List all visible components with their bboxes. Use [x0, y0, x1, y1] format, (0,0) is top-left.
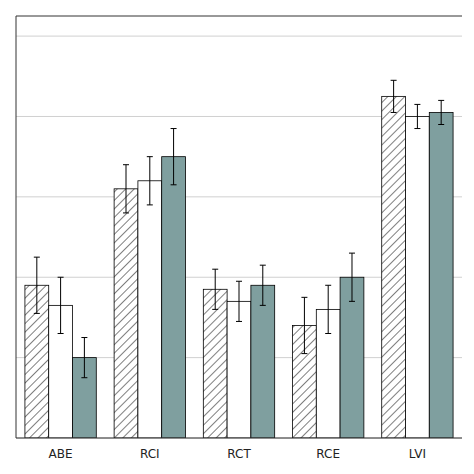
- x-tick-label: RCE: [316, 447, 340, 461]
- axes: ABE RCI RCT RCE LVI: [16, 16, 462, 461]
- error-bar: [58, 277, 64, 333]
- bar: [227, 301, 251, 438]
- error-bar: [301, 297, 307, 353]
- error-bar: [34, 257, 40, 313]
- x-tick-label: RCT: [227, 447, 251, 461]
- grid: [16, 36, 462, 438]
- grid-line: [16, 438, 462, 439]
- bar: [429, 112, 453, 438]
- error-bar: [147, 157, 153, 205]
- bar: [251, 285, 275, 438]
- error-bar: [414, 104, 420, 128]
- x-tick-label: ABE: [49, 447, 73, 461]
- error-bar: [325, 285, 331, 333]
- x-tick-label: RCI: [140, 447, 160, 461]
- error-bar: [81, 338, 87, 378]
- bar: [114, 189, 138, 438]
- top-frame-line: [16, 16, 462, 17]
- error-bar: [260, 265, 266, 305]
- bar: [162, 157, 186, 438]
- y-axis-line: [16, 16, 17, 438]
- bar: [340, 277, 364, 438]
- bar-hatch: [203, 289, 227, 438]
- error-bar: [212, 269, 218, 309]
- error-bar: [438, 100, 444, 124]
- bars: [25, 80, 453, 438]
- chart-container: ABE RCI RCT RCE LVI: [0, 0, 474, 474]
- error-bar: [123, 165, 129, 213]
- grid-line: [16, 36, 462, 37]
- bar: [203, 289, 227, 438]
- bar: [138, 181, 162, 438]
- bar: [382, 96, 406, 438]
- error-bar: [236, 281, 242, 321]
- error-bar: [391, 80, 397, 112]
- chart-svg: ABE RCI RCT RCE LVI: [0, 0, 474, 474]
- x-tick-label: LVI: [409, 447, 426, 461]
- bar-hatch: [114, 189, 138, 438]
- error-bar: [349, 253, 355, 301]
- bar: [406, 116, 430, 438]
- x-axis-line: [16, 438, 462, 439]
- error-bar: [171, 129, 177, 185]
- bar-hatch: [382, 96, 406, 438]
